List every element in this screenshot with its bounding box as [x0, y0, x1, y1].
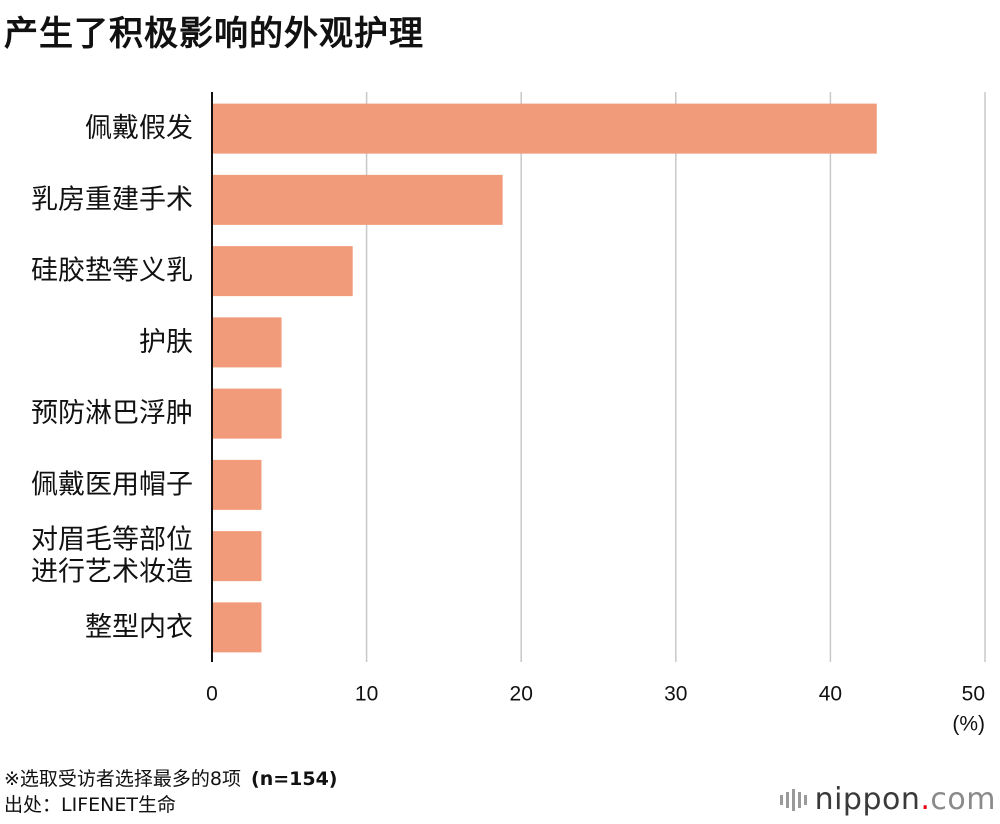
x-tick-label: 20 [510, 683, 533, 706]
logo-suffix: com [930, 782, 996, 817]
bar-chart: 佩戴假发乳房重建手术硅胶垫等义乳护肤预防淋巴浮肿佩戴医用帽子对眉毛等部位进行艺术… [31, 92, 986, 736]
nippon-logo: nippon. com [779, 782, 996, 817]
bar [212, 103, 877, 154]
category-label: 对眉毛等部位 [31, 525, 193, 556]
x-tick-label: 40 [819, 683, 842, 706]
bar [212, 388, 282, 439]
logo-name: nippon [814, 782, 921, 817]
footnote-source: 出处：LIFENET生命 [4, 794, 176, 816]
bar [212, 174, 503, 225]
bar [212, 459, 262, 510]
category-label: 进行艺术妆造 [31, 557, 193, 588]
category-label: 佩戴假发 [85, 113, 193, 144]
footnote-note: ※选取受访者选择最多的8项 [4, 768, 242, 790]
category-label: 硅胶垫等义乳 [31, 256, 193, 287]
bar [212, 531, 262, 582]
x-tick-label: 10 [355, 683, 378, 706]
bar [212, 317, 282, 368]
footnote-line: ※选取受访者选择最多的8项 (n=154) [4, 764, 338, 791]
category-label: 护肤 [139, 327, 193, 358]
x-tick-label: 30 [664, 683, 687, 706]
x-axis-unit: (%) [952, 713, 985, 736]
footnote-sample-size: (n=154) [251, 768, 338, 790]
category-label: 整型内衣 [85, 612, 193, 643]
category-label: 预防淋巴浮肿 [31, 398, 193, 429]
x-tick-label: 0 [206, 683, 218, 706]
chart-title: 产生了积极影响的外观护理 [4, 14, 424, 54]
category-label: 佩戴医用帽子 [31, 469, 193, 500]
bar [212, 246, 353, 297]
x-tick-label: 50 [962, 683, 985, 706]
logo-dot: . [920, 782, 931, 817]
logo-bars-icon [779, 788, 807, 811]
bar [212, 602, 262, 653]
category-label: 乳房重建手术 [31, 184, 193, 215]
